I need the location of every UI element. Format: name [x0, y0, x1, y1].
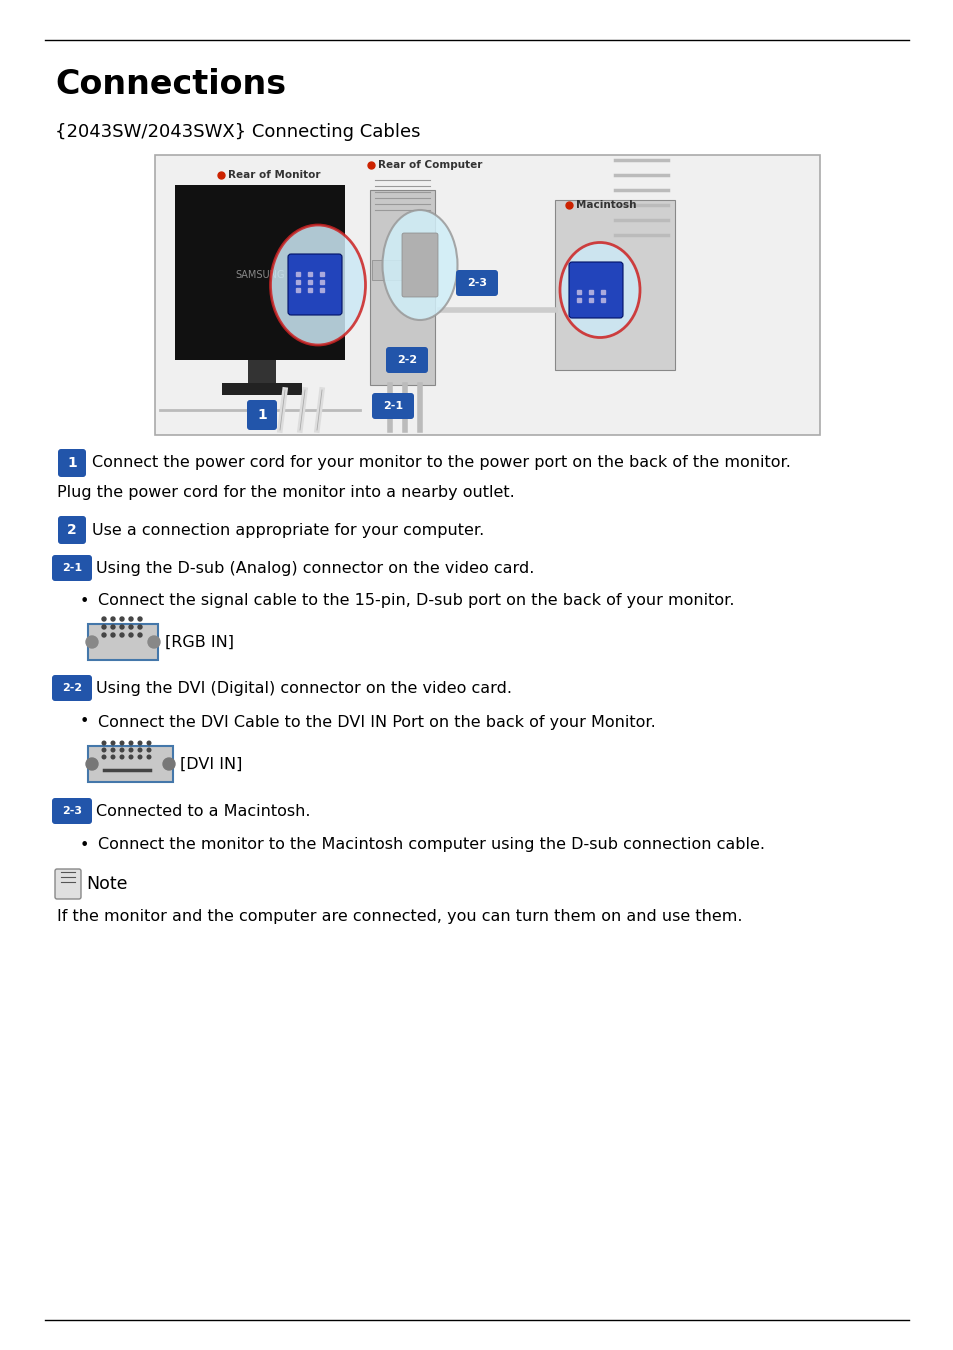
Circle shape [112, 741, 114, 745]
Circle shape [138, 748, 142, 752]
Circle shape [138, 625, 142, 629]
FancyBboxPatch shape [52, 798, 91, 823]
Text: •: • [80, 837, 90, 852]
Text: Connect the DVI Cable to the DVI IN Port on the back of your Monitor.: Connect the DVI Cable to the DVI IN Port… [98, 714, 655, 729]
FancyBboxPatch shape [372, 261, 434, 279]
FancyBboxPatch shape [58, 516, 86, 544]
Text: 1: 1 [257, 408, 267, 423]
Circle shape [138, 633, 142, 637]
Text: Plug the power cord for the monitor into a nearby outlet.: Plug the power cord for the monitor into… [57, 485, 515, 500]
Circle shape [112, 755, 114, 759]
FancyBboxPatch shape [174, 185, 345, 360]
Circle shape [129, 741, 132, 745]
FancyBboxPatch shape [555, 200, 675, 370]
Circle shape [120, 617, 124, 621]
Text: 2-3: 2-3 [62, 806, 82, 815]
Ellipse shape [271, 225, 365, 346]
Circle shape [86, 636, 98, 648]
FancyBboxPatch shape [52, 675, 91, 701]
Text: Macintosh: Macintosh [576, 200, 636, 211]
Text: 2-3: 2-3 [467, 278, 486, 288]
Text: •: • [80, 714, 90, 729]
Ellipse shape [559, 243, 639, 338]
FancyBboxPatch shape [154, 155, 820, 435]
Text: [RGB IN]: [RGB IN] [165, 634, 233, 649]
Text: Connect the signal cable to the 15-pin, D-sub port on the back of your monitor.: Connect the signal cable to the 15-pin, … [98, 594, 734, 609]
Circle shape [147, 741, 151, 745]
FancyBboxPatch shape [55, 869, 81, 899]
Circle shape [120, 755, 124, 759]
FancyBboxPatch shape [88, 624, 158, 660]
FancyBboxPatch shape [247, 400, 276, 431]
Circle shape [120, 625, 124, 629]
Circle shape [120, 748, 124, 752]
Text: 2: 2 [67, 522, 77, 537]
FancyBboxPatch shape [222, 383, 302, 396]
Text: 2-2: 2-2 [396, 355, 416, 364]
Text: Using the D-sub (Analog) connector on the video card.: Using the D-sub (Analog) connector on th… [96, 560, 534, 575]
Text: Note: Note [86, 875, 128, 892]
Circle shape [148, 636, 160, 648]
Text: Connections: Connections [55, 69, 286, 101]
FancyBboxPatch shape [52, 555, 91, 580]
Circle shape [138, 617, 142, 621]
Circle shape [111, 617, 115, 621]
Ellipse shape [382, 211, 457, 320]
FancyBboxPatch shape [288, 254, 341, 315]
FancyBboxPatch shape [401, 234, 437, 297]
Text: 2-2: 2-2 [62, 683, 82, 693]
FancyBboxPatch shape [568, 262, 622, 319]
Circle shape [111, 633, 115, 637]
Circle shape [129, 617, 132, 621]
FancyBboxPatch shape [58, 450, 86, 477]
Text: Rear of Monitor: Rear of Monitor [228, 170, 320, 180]
Text: Connect the power cord for your monitor to the power port on the back of the mon: Connect the power cord for your monitor … [91, 455, 790, 471]
Circle shape [129, 633, 132, 637]
FancyBboxPatch shape [88, 747, 172, 782]
Text: 2-1: 2-1 [62, 563, 82, 572]
Circle shape [129, 748, 132, 752]
Circle shape [163, 757, 174, 769]
Circle shape [138, 741, 142, 745]
Circle shape [129, 755, 132, 759]
FancyBboxPatch shape [370, 190, 435, 385]
Text: 1: 1 [67, 456, 77, 470]
FancyBboxPatch shape [372, 393, 414, 418]
Circle shape [102, 741, 106, 745]
Circle shape [102, 748, 106, 752]
Text: 2-1: 2-1 [382, 401, 402, 410]
Circle shape [102, 625, 106, 629]
Text: SAMSUNG: SAMSUNG [235, 270, 284, 279]
FancyBboxPatch shape [248, 360, 275, 385]
Text: Connected to a Macintosh.: Connected to a Macintosh. [96, 803, 310, 818]
Text: Using the DVI (Digital) connector on the video card.: Using the DVI (Digital) connector on the… [96, 680, 512, 695]
Text: Rear of Computer: Rear of Computer [377, 161, 482, 170]
Circle shape [86, 757, 98, 769]
Circle shape [120, 741, 124, 745]
FancyBboxPatch shape [456, 270, 497, 296]
Text: If the monitor and the computer are connected, you can turn them on and use them: If the monitor and the computer are conn… [57, 909, 741, 923]
Circle shape [138, 755, 142, 759]
FancyBboxPatch shape [386, 347, 428, 373]
Text: {2043SW/2043SWX} Connecting Cables: {2043SW/2043SWX} Connecting Cables [55, 123, 420, 140]
Text: Connect the monitor to the Macintosh computer using the D-sub connection cable.: Connect the monitor to the Macintosh com… [98, 837, 764, 852]
Text: [DVI IN]: [DVI IN] [180, 756, 242, 771]
Circle shape [147, 755, 151, 759]
Circle shape [102, 755, 106, 759]
Text: Use a connection appropriate for your computer.: Use a connection appropriate for your co… [91, 522, 484, 537]
Circle shape [129, 625, 132, 629]
Text: •: • [80, 594, 90, 609]
Circle shape [102, 633, 106, 637]
Circle shape [147, 748, 151, 752]
Circle shape [112, 748, 114, 752]
Circle shape [102, 617, 106, 621]
Circle shape [111, 625, 115, 629]
Circle shape [120, 633, 124, 637]
